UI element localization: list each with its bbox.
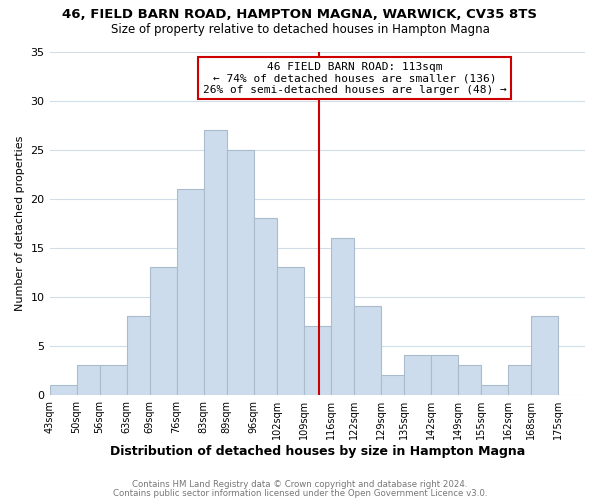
Bar [254, 218, 277, 394]
Text: 46, FIELD BARN ROAD, HAMPTON MAGNA, WARWICK, CV35 8TS: 46, FIELD BARN ROAD, HAMPTON MAGNA, WARW… [62, 8, 538, 20]
Bar [304, 326, 331, 394]
Bar [277, 267, 304, 394]
Bar [227, 150, 254, 394]
Text: 46 FIELD BARN ROAD: 113sqm
← 74% of detached houses are smaller (136)
26% of sem: 46 FIELD BARN ROAD: 113sqm ← 74% of deta… [203, 62, 506, 95]
Bar [381, 375, 404, 394]
Bar [531, 316, 558, 394]
Text: Contains public sector information licensed under the Open Government Licence v3: Contains public sector information licen… [113, 488, 487, 498]
Bar [127, 316, 149, 394]
Text: Contains HM Land Registry data © Crown copyright and database right 2024.: Contains HM Land Registry data © Crown c… [132, 480, 468, 489]
X-axis label: Distribution of detached houses by size in Hampton Magna: Distribution of detached houses by size … [110, 444, 525, 458]
Bar [404, 356, 431, 395]
Bar [508, 366, 531, 394]
Bar [354, 306, 381, 394]
Bar [331, 238, 354, 394]
Bar [50, 385, 77, 394]
Bar [149, 267, 176, 394]
Bar [100, 366, 127, 394]
Bar [431, 356, 458, 395]
Bar [176, 189, 203, 394]
Text: Size of property relative to detached houses in Hampton Magna: Size of property relative to detached ho… [110, 22, 490, 36]
Y-axis label: Number of detached properties: Number of detached properties [15, 136, 25, 311]
Bar [203, 130, 227, 394]
Bar [481, 385, 508, 394]
Bar [458, 366, 481, 394]
Bar [77, 366, 100, 394]
